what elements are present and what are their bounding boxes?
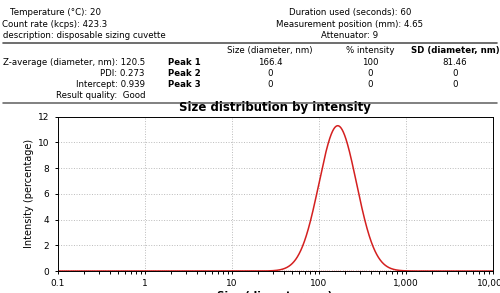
Text: Size (diameter, nm): Size (diameter, nm) bbox=[227, 46, 313, 55]
Text: Duration used (seconds): 60: Duration used (seconds): 60 bbox=[289, 8, 411, 17]
Y-axis label: Intensity (percentage): Intensity (percentage) bbox=[24, 139, 34, 248]
Text: Count rate (kcps): 423.3: Count rate (kcps): 423.3 bbox=[2, 20, 108, 29]
Text: PDI: 0.273: PDI: 0.273 bbox=[100, 69, 145, 78]
Text: 0: 0 bbox=[267, 80, 273, 89]
Text: 0: 0 bbox=[367, 80, 373, 89]
Text: 166.4: 166.4 bbox=[258, 58, 282, 67]
Text: Z-average (diameter, nm): 120.5: Z-average (diameter, nm): 120.5 bbox=[3, 58, 145, 67]
Text: 0: 0 bbox=[452, 80, 458, 89]
Text: 100: 100 bbox=[362, 58, 378, 67]
Text: 0: 0 bbox=[452, 69, 458, 78]
Text: Peak 3: Peak 3 bbox=[168, 80, 201, 89]
Text: SD (diameter, nm): SD (diameter, nm) bbox=[410, 46, 500, 55]
Text: Peak 2: Peak 2 bbox=[168, 69, 201, 78]
Text: Result quality:  Good: Result quality: Good bbox=[56, 91, 145, 100]
Text: Cell description: disposable sizing cuvette: Cell description: disposable sizing cuve… bbox=[0, 31, 166, 40]
Text: Measurement position (mm): 4.65: Measurement position (mm): 4.65 bbox=[276, 20, 424, 29]
Text: Intercept: 0.939: Intercept: 0.939 bbox=[76, 80, 145, 89]
Text: Temperature (°C): 20: Temperature (°C): 20 bbox=[10, 8, 101, 17]
Title: Size distribution by intensity: Size distribution by intensity bbox=[179, 101, 371, 114]
Text: 0: 0 bbox=[267, 69, 273, 78]
Text: Peak 1: Peak 1 bbox=[168, 58, 201, 67]
Text: 0: 0 bbox=[367, 69, 373, 78]
Text: % intensity: % intensity bbox=[346, 46, 394, 55]
Text: Attenuator: 9: Attenuator: 9 bbox=[322, 31, 378, 40]
X-axis label: Size (diameter, nm): Size (diameter, nm) bbox=[218, 291, 332, 293]
Text: 81.46: 81.46 bbox=[442, 58, 468, 67]
